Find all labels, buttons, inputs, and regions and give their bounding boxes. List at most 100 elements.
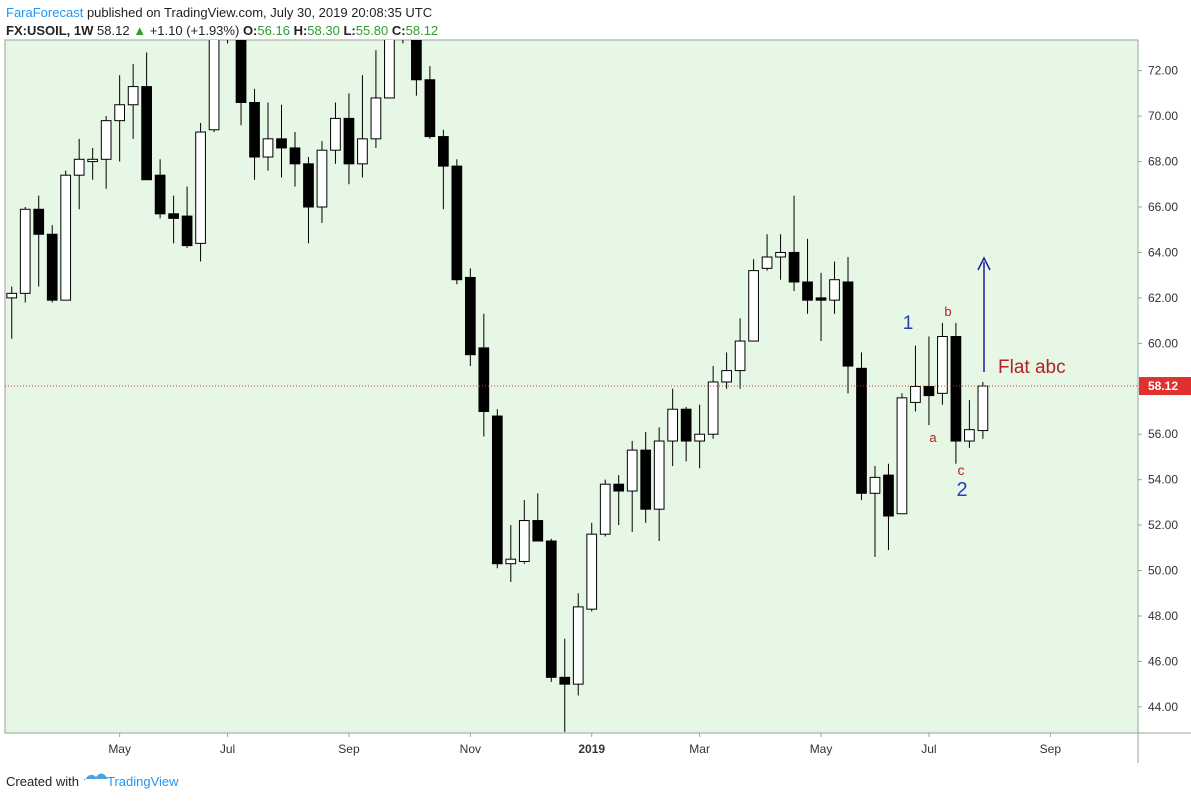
candles <box>5 40 1138 732</box>
candle-body <box>842 281 854 367</box>
ohlc-label: L: <box>343 23 355 38</box>
x-tick-label: Mar <box>689 742 710 756</box>
wave-label: 2 <box>956 479 967 501</box>
candle-body <box>559 676 571 685</box>
candle-body <box>114 104 126 122</box>
wave-label: 1 <box>903 313 914 334</box>
candle-body <box>937 336 948 394</box>
candle-body <box>46 233 58 301</box>
wave-label: c <box>958 462 965 478</box>
candle-body <box>141 86 152 181</box>
y-tick-label: 60.00 <box>1148 336 1178 350</box>
footer-text: Created with <box>6 774 79 789</box>
candle-body <box>195 131 206 244</box>
candle-body <box>303 163 314 208</box>
candle-body <box>276 138 287 149</box>
x-tick-label: Nov <box>460 742 481 756</box>
wave-label: a <box>929 430 937 445</box>
ohlc-label: O: <box>243 23 257 38</box>
candle-body <box>707 381 719 435</box>
candle-body <box>910 386 921 403</box>
candle-body <box>572 606 584 685</box>
y-tick-label: 72.00 <box>1148 64 1178 78</box>
y-tick-label: 66.00 <box>1148 200 1178 214</box>
candle-body <box>19 208 31 294</box>
x-tick-label: May <box>108 742 131 756</box>
footer-brand[interactable]: TradingView <box>107 774 179 789</box>
arrow-head <box>977 256 991 271</box>
candle-body <box>451 165 463 281</box>
candle-body <box>411 40 422 81</box>
candle-body <box>330 117 341 151</box>
candle-body <box>896 397 908 515</box>
candle-body <box>33 208 45 235</box>
candle-body <box>478 347 490 412</box>
candle-body <box>694 433 705 442</box>
axes: 44.0046.0048.0050.0052.0054.0056.0058.00… <box>108 64 1191 756</box>
price-label: 58.12 <box>1148 379 1178 393</box>
y-tick-label: 62.00 <box>1148 291 1178 305</box>
y-tick-label: 50.00 <box>1148 564 1178 578</box>
candle-body <box>370 97 382 140</box>
change: +1.10 (+1.93%) <box>150 23 240 38</box>
candle-body <box>262 138 274 158</box>
candle-body <box>923 386 935 397</box>
candle-body <box>788 251 800 283</box>
candle-body <box>384 40 395 99</box>
candle-body <box>950 336 962 442</box>
ohlc-value: 58.12 <box>406 23 439 38</box>
candle-body <box>343 117 355 165</box>
candle-body <box>60 174 72 301</box>
y-tick-label: 52.00 <box>1148 518 1178 532</box>
x-tick-label: Sep <box>338 742 360 756</box>
symbol-line: FX:USOIL, 1W 58.12 ▲ +1.10 (+1.93%) O:56… <box>6 23 438 38</box>
candle-body <box>154 174 166 215</box>
candle-body <box>181 215 193 247</box>
x-tick-label: Jul <box>220 742 235 756</box>
ohlc-label: C: <box>392 23 406 38</box>
candle-body <box>761 256 773 269</box>
candle-body <box>6 292 18 299</box>
x-tick-label: Jul <box>921 742 936 756</box>
candle-body <box>626 449 638 492</box>
candle-body <box>653 440 665 510</box>
candle-body <box>438 136 449 167</box>
candle-body <box>532 520 544 542</box>
candle-body <box>586 533 598 610</box>
x-tick-label: May <box>810 742 833 756</box>
candle-body <box>721 370 732 383</box>
candle-body <box>680 408 692 442</box>
symbol: FX:USOIL, 1W <box>6 23 94 38</box>
candle-body <box>748 270 759 342</box>
candle-body <box>829 279 840 301</box>
ohlc-value: 58.30 <box>307 23 340 38</box>
candle-body <box>734 340 746 372</box>
published: published on TradingView.com, July 30, 2… <box>87 5 432 20</box>
candle-body <box>235 40 247 103</box>
author[interactable]: FaraForecast <box>6 5 84 20</box>
candle-body <box>545 540 557 678</box>
ohlc-label: H: <box>294 23 308 38</box>
candle-body <box>73 158 85 176</box>
y-tick-label: 68.00 <box>1148 155 1178 169</box>
candle-body <box>667 408 679 442</box>
plot-area <box>4 39 1139 734</box>
candle-body <box>518 520 530 562</box>
candle-body <box>127 86 139 106</box>
y-tick-label: 56.00 <box>1148 427 1178 441</box>
y-tick-label: 46.00 <box>1148 654 1178 668</box>
candle-body <box>802 281 813 301</box>
x-tick-label: Sep <box>1040 742 1062 756</box>
y-tick-label: 44.00 <box>1148 700 1178 714</box>
candle-body <box>491 415 503 565</box>
tv-logo <box>84 773 108 781</box>
candle-body <box>599 483 611 535</box>
candle-body <box>869 476 881 494</box>
y-tick-label: 64.00 <box>1148 245 1178 259</box>
price-label-box <box>1139 377 1191 396</box>
y-tick-label: 54.00 <box>1148 473 1178 487</box>
candle-body <box>505 558 517 565</box>
ohlc-value: 56.16 <box>257 23 290 38</box>
candle-body <box>815 297 827 301</box>
